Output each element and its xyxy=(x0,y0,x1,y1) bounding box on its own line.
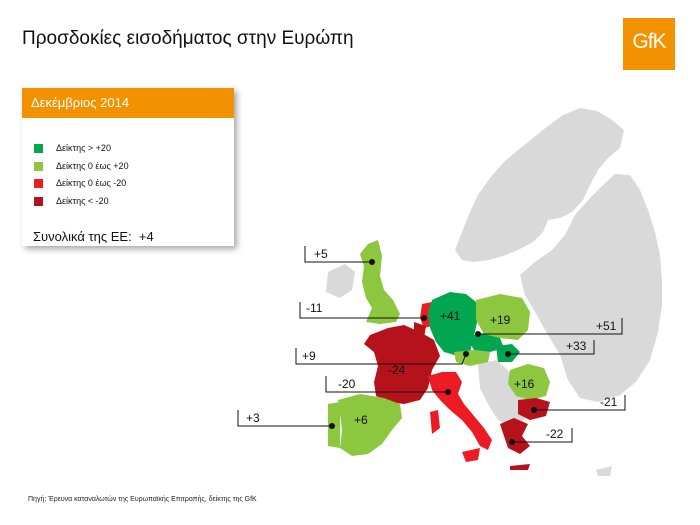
value-uk: +5 xyxy=(314,247,328,261)
callout-line-belgium xyxy=(295,348,467,365)
greece-shape xyxy=(500,418,530,454)
czech-shape xyxy=(466,334,504,352)
crete-shape xyxy=(510,464,530,470)
value-poland: +19 xyxy=(490,313,511,327)
eu-total: Συνολικά της ΕΕ: +4 xyxy=(33,229,154,244)
value-austria: +33 xyxy=(566,339,587,353)
callout-dot-netherlands xyxy=(421,315,427,321)
callout-line-bulgaria xyxy=(534,395,626,411)
value-spain: +6 xyxy=(354,413,368,427)
legend-label: Δείκτης > +20 xyxy=(56,143,111,153)
value-bulgaria: -21 xyxy=(600,395,618,409)
legend-swatch xyxy=(34,144,43,153)
romania-shape xyxy=(508,364,550,400)
callout-dot-portugal xyxy=(329,423,335,429)
callout-line-austria xyxy=(508,340,595,355)
callout-dot-czech xyxy=(475,331,481,337)
spain-shape xyxy=(338,394,402,456)
cyprus-shape xyxy=(596,466,612,476)
value-greece: -22 xyxy=(546,427,564,441)
callout-dot-greece xyxy=(509,439,515,445)
callout-dot-belgium xyxy=(463,351,469,357)
poland-shape xyxy=(476,294,530,340)
callout-dot-italy xyxy=(445,389,451,395)
callout-dot-bulgaria xyxy=(531,407,537,413)
legend-label: Δείκτης 0 έως +20 xyxy=(56,161,129,171)
value-portugal: +3 xyxy=(246,411,260,425)
value-czech: +51 xyxy=(596,319,617,333)
balkans-shape xyxy=(478,360,530,428)
source-note: Πηγή: Έρευνα καταναλωτών της Ευρωπαϊκής … xyxy=(28,496,257,503)
sardinia-shape xyxy=(430,410,440,434)
callout-line-greece xyxy=(512,428,573,443)
value-germany: +41 xyxy=(440,309,461,323)
callout-dot-uk xyxy=(369,259,375,265)
legend-header: Δεκέμβριος 2014 xyxy=(22,88,234,118)
callout-line-portugal xyxy=(237,410,332,427)
callout-line-italy xyxy=(325,376,448,393)
legend-swatch xyxy=(34,197,43,206)
callout-dot-austria xyxy=(505,351,511,357)
sicily-shape xyxy=(462,448,480,462)
value-france: -24 xyxy=(388,363,406,377)
value-netherlands: -11 xyxy=(306,301,323,315)
scandinavia-shape xyxy=(455,108,624,262)
gfk-logo: GfK xyxy=(623,18,675,70)
legend-label: Δείκτης 0 έως -20 xyxy=(56,178,127,188)
east-europe-shape xyxy=(520,174,662,402)
callout-line-uk xyxy=(304,246,372,263)
callout-line-netherlands xyxy=(299,302,424,319)
value-belgium: +9 xyxy=(302,349,316,363)
eu-total-label: Συνολικά της ΕΕ: xyxy=(33,229,132,244)
legend-swatch xyxy=(34,162,43,171)
gfk-logo-text: GfK xyxy=(632,30,666,53)
value-italy: -20 xyxy=(338,377,356,391)
callout-line-czech xyxy=(478,318,623,335)
uk-shape xyxy=(360,240,400,324)
value-romania: +16 xyxy=(514,377,535,391)
eu-total-value: +4 xyxy=(138,229,154,244)
legend-panel: Δεκέμβριος 2014 Δείκτης > +20 Δείκτης 0 … xyxy=(22,88,234,246)
germany-shape xyxy=(428,292,478,356)
ireland-shape xyxy=(326,264,355,298)
legend-period: Δεκέμβριος 2014 xyxy=(31,95,130,110)
legend-swatch xyxy=(34,179,43,188)
legend-label: Δείκτης < -20 xyxy=(56,196,109,206)
page-title: Προσδοκίες εισοδήματος στην Ευρώπη xyxy=(22,28,354,49)
